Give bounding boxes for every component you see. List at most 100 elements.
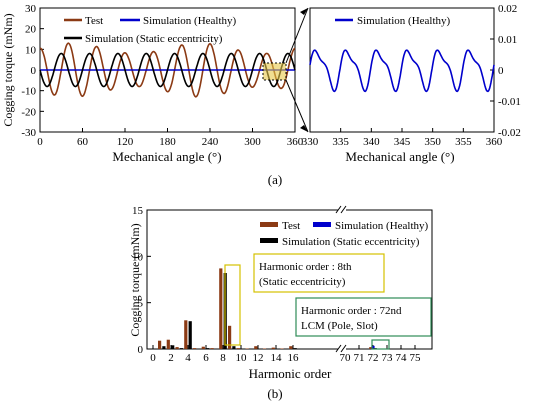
b-bar-0-h16 — [289, 346, 293, 349]
a-left-series-line-0 — [39, 42, 296, 98]
b-legend-label-test: Test — [282, 220, 300, 232]
b-x-tick-label: 74 — [396, 352, 408, 364]
a-right-x-tick-label: 360 — [486, 136, 503, 148]
a-left-x-ticks: 0 60 120 180 240 300 360 — [37, 128, 304, 148]
b-bar-0-h4 — [184, 320, 188, 349]
a-left-x-tick-label: 360 — [287, 136, 304, 148]
a-right-y-tick-label: 0.01 — [498, 34, 517, 46]
a-left-x-tick-label: 300 — [244, 136, 261, 148]
b-x-tick-label: 16 — [288, 352, 300, 364]
chart-a-left: 30 20 10 0 -10 -20 -30 0 60 120 180 240 300 360 Cogg… — [1, 3, 304, 164]
a-right-x-axis-label: Mechanical angle (°) — [345, 149, 454, 164]
b-bar-2-h1 — [162, 346, 166, 349]
zoom-arrow-top — [300, 8, 308, 15]
b-axis-break-top-2 — [340, 205, 347, 214]
a-right-y-tick-label: 0.02 — [498, 3, 517, 15]
a-right-series-group — [309, 49, 495, 93]
a-right-y-tick-label: -0.02 — [498, 127, 521, 139]
a-left-y-tick-label: 0 — [31, 65, 37, 77]
b-bar-0-h9 — [228, 325, 232, 349]
a-left-x-tick-label: 0 — [37, 136, 43, 148]
a-left-x-tick-label: 180 — [159, 136, 176, 148]
b-y-tick-label: 15 — [132, 205, 144, 217]
a-left-x-tick-label: 60 — [77, 136, 89, 148]
b-legend-swatch-static — [260, 238, 278, 243]
chart-a-right: 0.02 0.01 0 -0.01 -0.02 330 335 340 345 350 355 36… — [302, 3, 521, 164]
b-bar-2-h6 — [206, 348, 210, 349]
b-bar-0-h14 — [271, 347, 275, 349]
legend-label-test: Test — [85, 15, 103, 27]
a-left-y-tick-label: -30 — [21, 127, 36, 139]
b-x-tick-label: 73 — [382, 352, 394, 364]
a-left-y-tick-label: -10 — [21, 86, 36, 98]
a-right-x-tick-label: 350 — [424, 136, 441, 148]
b-x-tick-label: 72 — [368, 352, 379, 364]
harmonic-8-annotation-line2: (Static eccentricity) — [259, 276, 346, 288]
harmonic-8-annotation-line1: Harmonic order : 8th — [259, 261, 352, 273]
a-right-x-tick-label: 335 — [332, 136, 349, 148]
a-right-y-ticks: 0.02 0.01 0 -0.01 -0.02 — [490, 3, 521, 139]
b-axis-break-top-mask — [338, 205, 346, 215]
legend-label-healthy-right: Simulation (Healthy) — [357, 15, 451, 27]
b-x-tick-label: 70 — [340, 352, 352, 364]
b-bar-2-h3 — [179, 348, 183, 349]
b-x-tick-label: 14 — [271, 352, 283, 364]
b-bar-0-h6 — [201, 346, 205, 349]
a-left-y-ticks: 30 20 10 0 -10 -20 -30 — [21, 3, 44, 139]
b-x-tick-label: 6 — [203, 352, 209, 364]
b-bar-0-h12 — [254, 346, 258, 349]
a-left-y-tick-label: 20 — [25, 24, 37, 36]
b-bar-0-h11 — [245, 348, 249, 349]
a-right-x-tick-label: 340 — [363, 136, 380, 148]
harmonic-72-annotation-line1: Harmonic order : 72nd — [301, 305, 402, 317]
b-axis-break-bottom-mask — [338, 344, 346, 354]
b-x-tick-label: 12 — [253, 352, 264, 364]
a-left-x-axis-label: Mechanical angle (°) — [112, 149, 221, 164]
zoom-connector-top — [285, 7, 309, 64]
b-bar-0-h72 — [369, 347, 373, 349]
figure-label-a: (a) — [268, 172, 282, 187]
b-bar-2-h16 — [293, 348, 297, 349]
b-x-tick-label: 2 — [168, 352, 174, 364]
harmonic-72-highlight-box — [371, 339, 390, 350]
b-bar-0-h7 — [210, 348, 214, 349]
b-bar-2-h2 — [171, 345, 175, 349]
b-legend-label-static: Simulation (Static eccentricity) — [282, 236, 420, 248]
zoom-arrow-bottom — [300, 125, 308, 132]
b-y-ticks: 0 5 10 15 — [132, 205, 151, 356]
b-x-ticks: 0 2 4 6 8 10 12 14 16 70 71 72 73 74 75 — [150, 345, 421, 364]
a-left-x-tick-label: 240 — [202, 136, 219, 148]
b-bar-0-h2 — [166, 339, 170, 349]
a-left-y-axis-label: Cogging torque (mNm) — [1, 13, 15, 126]
a-right-y-tick-label: 0 — [498, 65, 504, 77]
a-left-zoom-region — [262, 62, 287, 81]
a-left-legend: Test Simulation (Healthy) Simulation (St… — [64, 15, 237, 45]
a-left-series-line-2 — [39, 52, 296, 88]
a-left-x-tick-label: 120 — [117, 136, 134, 148]
a-right-series-line — [309, 49, 495, 93]
b-bar-1-h72 — [371, 345, 375, 349]
b-y-axis-label: Cogging torque (mNm) — [128, 223, 142, 336]
a-right-x-tick-label: 355 — [455, 136, 472, 148]
b-x-tick-label: 4 — [185, 352, 191, 364]
a-left-y-tick-label: 30 — [25, 3, 37, 15]
b-bar-2-h5 — [197, 348, 201, 349]
b-x-tick-label: 8 — [220, 352, 226, 364]
b-axis-break-bottom-1 — [335, 344, 342, 353]
harmonic-72-annotation-line2: LCM (Pole, Slot) — [301, 320, 378, 332]
a-left-y-tick-label: 10 — [25, 44, 37, 56]
harmonic-8-highlight-box — [224, 264, 241, 346]
b-legend: Test Simulation (Healthy) Simulation (St… — [260, 220, 429, 248]
a-left-y-tick-label: -20 — [21, 106, 36, 118]
b-legend-swatch-test — [260, 222, 278, 227]
b-bar-2-h9 — [232, 346, 236, 349]
b-axis-break-top-1 — [335, 205, 342, 214]
a-right-y-tick-label: -0.01 — [498, 96, 521, 108]
legend-label-healthy: Simulation (Healthy) — [143, 15, 237, 27]
b-legend-swatch-healthy — [313, 222, 331, 227]
zoom-connector-bottom — [285, 79, 309, 133]
b-axis-break-bottom-2 — [340, 344, 347, 353]
